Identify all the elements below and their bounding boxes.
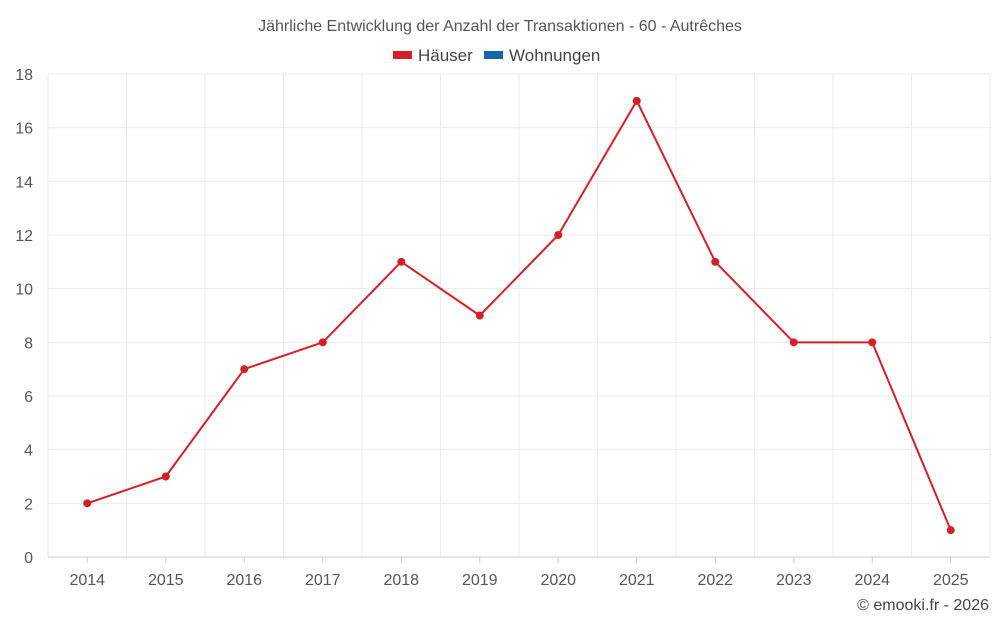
data-point[interactable]	[161, 472, 170, 481]
y-tick-label: 14	[15, 174, 33, 191]
y-tick-label: 6	[24, 389, 33, 406]
x-tick-label: 2020	[540, 572, 576, 589]
data-point[interactable]	[632, 96, 641, 105]
legend: Häuser Wohnungen	[393, 46, 600, 65]
series-line-0	[86, 99, 952, 531]
y-tick-label: 4	[24, 443, 33, 460]
x-tick-label: 2021	[619, 572, 655, 589]
legend-item-haeuser[interactable]: Häuser	[393, 46, 473, 65]
x-tick-label: 2014	[69, 572, 105, 589]
x-tick-label: 2016	[226, 572, 262, 589]
y-tick-label: 2	[24, 496, 33, 513]
grid	[47, 73, 991, 557]
x-tick-label: 2023	[776, 572, 812, 589]
x-axis: 2014 2015 2016 2017 2018 2019 2020 2021 2022 2023…	[48, 556, 990, 589]
y-tick-label: 8	[24, 335, 33, 352]
chart-title: Jährliche Entwicklung der Anzahl der Tra…	[258, 18, 742, 35]
y-tick-label: 18	[15, 67, 33, 84]
x-tick-label: 2019	[462, 572, 498, 589]
data-point[interactable]	[554, 231, 563, 239]
data-point[interactable]	[868, 338, 877, 347]
x-tick-label: 2017	[305, 572, 341, 589]
data-point[interactable]	[711, 257, 720, 266]
data-point[interactable]	[318, 338, 327, 347]
x-tick-label: 2025	[933, 572, 969, 589]
y-tick-label: 12	[15, 228, 33, 245]
x-tick-label: 2015	[148, 572, 184, 589]
y-axis: 0 2 4 6 8 10 12 14 16 18	[15, 67, 33, 567]
y-tick-label: 16	[15, 121, 33, 138]
plot-area	[83, 96, 955, 535]
data-point[interactable]	[240, 365, 249, 374]
data-point[interactable]	[397, 257, 406, 266]
y-tick-label: 10	[15, 282, 33, 299]
credit-text: © emooki.fr - 2026	[857, 597, 989, 614]
x-tick-label: 2022	[697, 572, 733, 589]
legend-label-haeuser: Häuser	[418, 46, 473, 65]
data-point[interactable]	[83, 499, 92, 508]
x-tick-label: 2018	[383, 572, 419, 589]
legend-label-wohnungen: Wohnungen	[509, 46, 600, 65]
data-point[interactable]	[946, 526, 955, 535]
legend-item-wohnungen[interactable]: Wohnungen	[484, 46, 600, 65]
data-point[interactable]	[789, 338, 798, 347]
legend-swatch-wohnungen	[484, 51, 503, 59]
x-tick-label: 2024	[854, 572, 890, 589]
y-tick-label: 0	[24, 550, 33, 567]
data-point[interactable]	[475, 311, 484, 320]
legend-swatch-haeuser	[393, 51, 412, 59]
